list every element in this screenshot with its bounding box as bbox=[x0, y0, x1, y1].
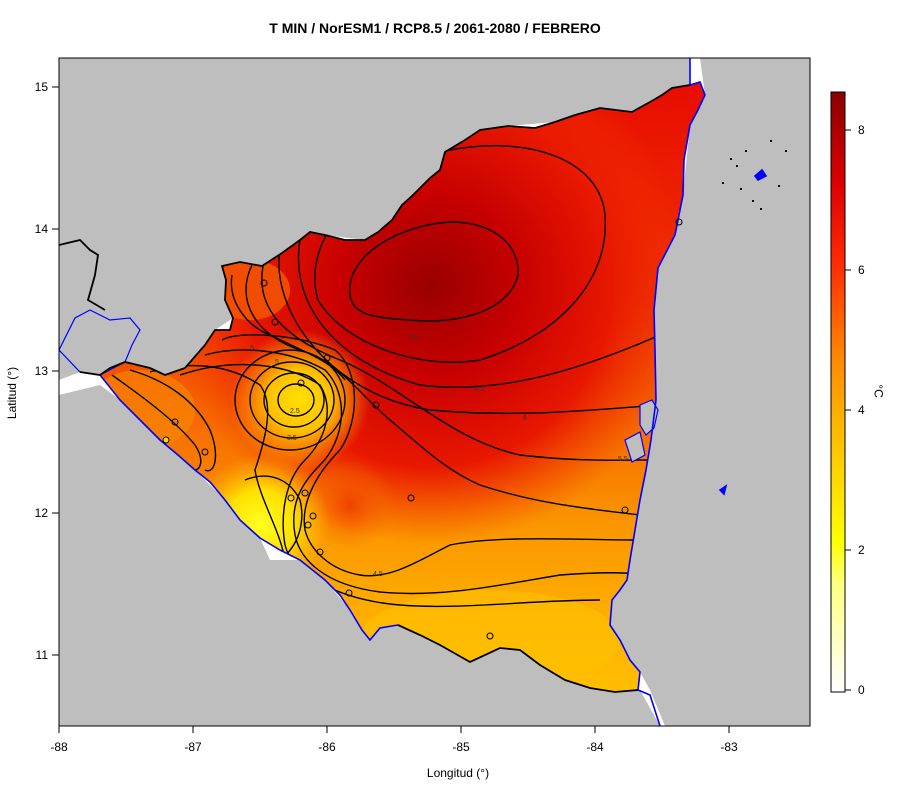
y-tick-label: 14 bbox=[34, 222, 48, 236]
contour-label: 4.5 bbox=[373, 571, 383, 578]
contour-line bbox=[204, 349, 641, 595]
y-tick-label: 11 bbox=[35, 648, 48, 662]
x-tick-label: -84 bbox=[586, 740, 604, 754]
station-marker bbox=[297, 379, 305, 387]
contour-line bbox=[179, 363, 601, 608]
land-caribbean-right bbox=[610, 58, 810, 726]
map-layers: 7.5 6.5 6 5.5 4.5 3.5 2.5 5 5 bbox=[59, 58, 810, 726]
contour-line bbox=[277, 383, 315, 417]
stations bbox=[162, 218, 683, 640]
station-marker bbox=[301, 489, 309, 497]
station-marker bbox=[287, 494, 295, 502]
land-elsalvador bbox=[59, 350, 80, 380]
contour-line bbox=[221, 334, 641, 577]
contour-label: 6.5 bbox=[475, 386, 485, 393]
contour-label: 5.5 bbox=[618, 456, 628, 463]
station-marker bbox=[675, 218, 683, 226]
station-marker bbox=[304, 521, 312, 529]
y-axis-label: Latitud (°) bbox=[5, 366, 19, 420]
contour-line bbox=[244, 475, 303, 561]
station-marker bbox=[486, 632, 494, 640]
station-marker bbox=[372, 401, 380, 409]
contour-line bbox=[249, 361, 335, 439]
contour-line bbox=[261, 257, 651, 461]
contour-label: 5 bbox=[275, 359, 279, 366]
contour-line bbox=[129, 369, 217, 472]
contour-label: 6 bbox=[523, 415, 527, 422]
x-tick-label: -88 bbox=[50, 740, 68, 754]
station-marker bbox=[621, 506, 629, 514]
map-title: T MIN / NorESM1 / RCP8.5 / 2061-2080 / F… bbox=[269, 20, 601, 36]
station-marker bbox=[271, 318, 279, 326]
contour-label: 5 bbox=[250, 345, 254, 352]
colorbar-tick-label: 4 bbox=[858, 403, 865, 417]
land-costarica bbox=[200, 560, 660, 726]
x-tick-label: -87 bbox=[184, 740, 202, 754]
colorbar-ticks bbox=[845, 129, 851, 691]
cays bbox=[722, 140, 787, 210]
colorbar-unit: °C bbox=[871, 384, 886, 398]
station-marker bbox=[316, 548, 324, 556]
y-tick-label: 13 bbox=[34, 364, 48, 378]
contour-label: 3.5 bbox=[287, 435, 297, 442]
lagoon-east bbox=[624, 431, 646, 463]
y-tick-label: 15 bbox=[34, 80, 48, 94]
station-marker bbox=[309, 512, 317, 520]
contour-line bbox=[278, 249, 661, 415]
station-marker bbox=[407, 494, 415, 502]
contour-lines bbox=[111, 145, 661, 608]
contour-labels: 7.5 6.5 6 5.5 4.5 3.5 2.5 5 5 bbox=[250, 335, 628, 578]
y-tick-label: 12 bbox=[34, 506, 48, 520]
contour-line bbox=[111, 374, 202, 471]
contour-line bbox=[263, 372, 325, 428]
x-axis-label: Longitud (°) bbox=[426, 766, 490, 780]
plot-frame bbox=[58, 57, 811, 727]
colorbar-tick-label: 8 bbox=[858, 123, 865, 137]
contour-line bbox=[349, 221, 519, 322]
station-marker bbox=[162, 436, 170, 444]
station-marker bbox=[323, 354, 331, 362]
contour-label: 7.5 bbox=[408, 335, 418, 342]
land-honduras bbox=[59, 58, 690, 375]
colorbar-tick-label: 0 bbox=[858, 683, 865, 697]
station-marker bbox=[171, 418, 179, 426]
contour-line bbox=[245, 264, 641, 516]
colorbar bbox=[830, 91, 846, 693]
station-marker bbox=[201, 448, 209, 456]
station-marker bbox=[260, 279, 268, 287]
axis-ticks bbox=[52, 86, 730, 733]
x-tick-label: -83 bbox=[720, 740, 738, 754]
x-tick-label: -86 bbox=[318, 740, 336, 754]
colorbar-tick-label: 2 bbox=[858, 543, 865, 557]
contour-label: 2.5 bbox=[290, 408, 300, 415]
contour-line bbox=[297, 239, 661, 388]
x-tick-label: -85 bbox=[452, 740, 470, 754]
contour-line bbox=[234, 349, 346, 451]
station-marker bbox=[345, 589, 353, 597]
coastline bbox=[99, 58, 768, 726]
national-borders bbox=[59, 84, 691, 693]
colorbar-tick-label: 6 bbox=[858, 263, 865, 277]
land-sw-corner bbox=[59, 385, 270, 726]
contour-line bbox=[149, 364, 286, 561]
